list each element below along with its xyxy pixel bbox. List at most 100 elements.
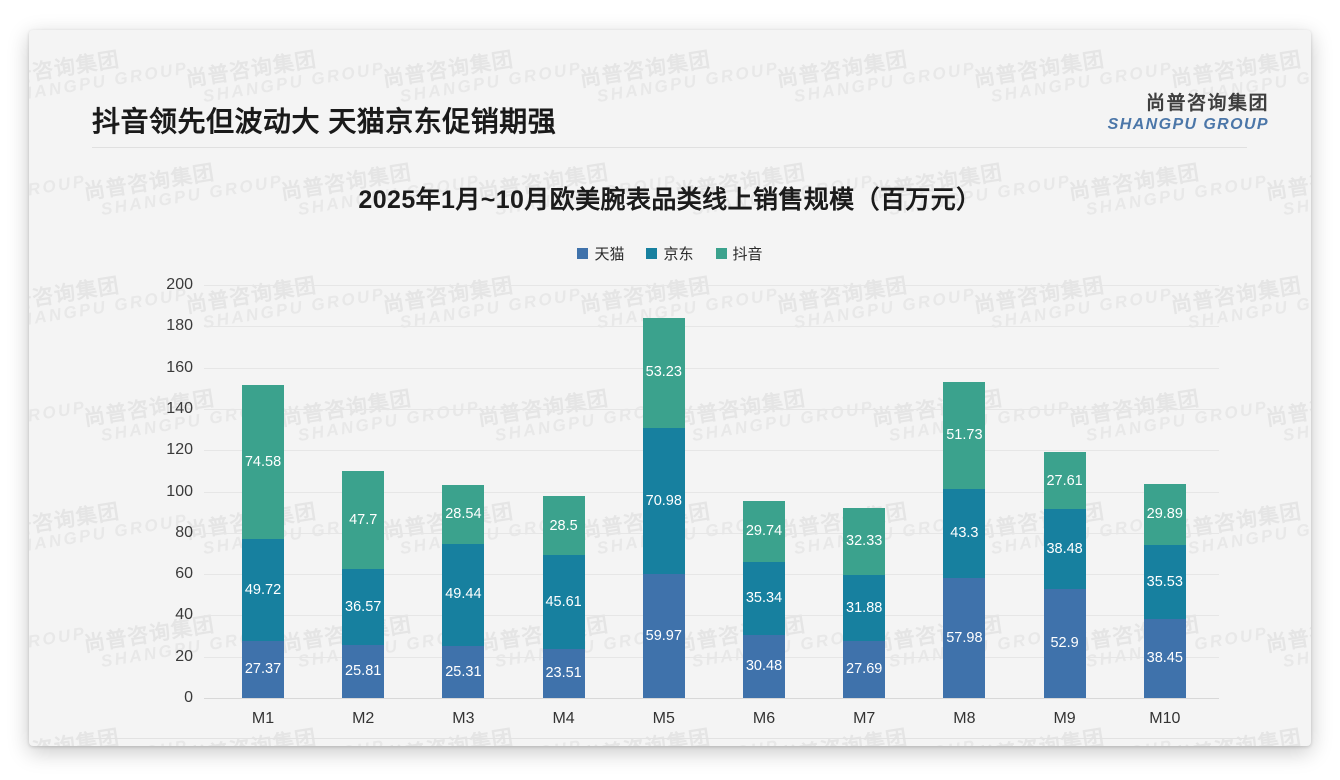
watermark-text-en: SHANGPU GROUP	[29, 623, 88, 671]
bar-group-M2[interactable]: 25.81 36.57 47.7 M2	[342, 470, 385, 727]
slide-header: 抖音领先但波动大 天猫京东促销期强 尚普咨询集团 SHANGPU GROUP	[29, 30, 1311, 137]
bar-group-M6[interactable]: 30.48 35.34 29.74 M6	[743, 500, 785, 727]
bar-value-label: 57.98	[946, 629, 983, 646]
bar-group-M9[interactable]: 52.9 38.48 27.61 M9	[1043, 452, 1086, 727]
bar-segment-天猫[interactable]: 27.37	[242, 641, 284, 698]
slide-card: 尚普咨询集团 SHANGPU GROUP 尚普咨询集团 SHANGPU GROUP 尚普…	[29, 30, 1311, 746]
brand-logo-en: SHANGPU GROUP	[1107, 116, 1269, 133]
chart-title: 2025年1月~10月欧美腕表品类线上销售规模（百万元）	[358, 186, 982, 214]
legend-label: 京东	[663, 246, 694, 263]
y-axis-tick-label: 100	[166, 482, 193, 500]
bar-segment-天猫[interactable]: 27.69	[843, 640, 886, 698]
legend-swatch-icon	[715, 248, 727, 259]
bar-value-label: 51.73	[946, 427, 983, 444]
gridline: 60	[175, 565, 1219, 582]
bar-segment-京东[interactable]: 35.53	[1143, 545, 1186, 619]
bar-group-M3[interactable]: 25.31 49.44 28.54 M3	[442, 484, 485, 727]
bar-group-M7[interactable]: 27.69 31.88 32.33 M7	[843, 508, 886, 727]
bar-value-label: 25.31	[445, 663, 482, 680]
legend-item-京东[interactable]: 京东	[646, 243, 694, 264]
bar-value-label: 29.89	[1146, 506, 1183, 523]
bar-segment-抖音[interactable]: 29.74	[743, 500, 785, 563]
bar-segment-抖音[interactable]: 32.33	[843, 508, 886, 575]
bar-segment-京东[interactable]: 35.34	[743, 562, 785, 636]
bar-segment-京东[interactable]: 31.88	[843, 575, 886, 641]
watermark-text-cn: 尚普咨询集团	[29, 274, 122, 318]
watermark-text-en: SHANGPU GROUP	[1281, 397, 1311, 446]
bar-segment-京东[interactable]: 70.98	[642, 427, 685, 575]
watermark-text-cn: 尚普咨询集团	[29, 711, 187, 746]
bar-value-label: 25.81	[345, 663, 382, 680]
x-axis-tick-label: M8	[953, 710, 976, 727]
legend-item-抖音[interactable]: 抖音	[715, 243, 763, 264]
bar-value-label: 23.51	[545, 665, 582, 682]
bar-value-label: 38.45	[1146, 650, 1183, 667]
watermark-text-cn: 尚普咨询集团	[29, 500, 122, 544]
bar-segment-京东[interactable]: 49.72	[242, 538, 284, 642]
gridline: 180	[166, 317, 1219, 334]
bar-segment-天猫[interactable]: 30.48	[743, 635, 785, 698]
watermark-text-cn: 尚普咨询集团	[29, 598, 85, 659]
bar-segment-京东[interactable]: 36.57	[342, 569, 385, 645]
bar-value-label: 35.53	[1146, 573, 1183, 590]
x-axis-tick-label: M9	[1053, 710, 1076, 727]
bar-group-M4[interactable]: 23.51 45.61 28.5 M4	[542, 496, 585, 727]
y-axis-tick-label: 0	[184, 689, 193, 706]
bar-segment-天猫[interactable]: 52.9	[1043, 588, 1086, 698]
page-title: 抖音领先但波动大 天猫京东促销期强	[92, 106, 557, 137]
gridline: 160	[166, 359, 1219, 376]
bar-segment-天猫[interactable]: 38.45	[1143, 618, 1186, 698]
bar-value-label: 29.74	[745, 523, 783, 540]
watermark-text-en: SHANGPU GROUP	[29, 510, 190, 559]
bar-segment-天猫[interactable]: 59.97	[642, 574, 685, 698]
bar-segment-天猫[interactable]: 25.81	[342, 644, 385, 698]
bar-segment-抖音[interactable]: 28.54	[442, 484, 485, 544]
brand-logo-cn: 尚普咨询集团	[1145, 93, 1269, 114]
bar-segment-抖音[interactable]: 53.23	[642, 317, 685, 428]
gridline: 140	[166, 400, 1219, 417]
bar-segment-抖音[interactable]: 74.58	[242, 384, 284, 539]
bar-segment-京东[interactable]: 49.44	[442, 543, 485, 646]
x-axis-tick-label: M4	[552, 710, 575, 727]
bar-segment-天猫[interactable]: 23.51	[542, 649, 585, 698]
x-axis-tick-label: M7	[853, 710, 876, 727]
bar-segment-京东[interactable]: 38.48	[1043, 509, 1086, 589]
gridline: 100	[166, 483, 1219, 500]
watermark-text-en: SHANGPU GROUP	[1281, 623, 1311, 672]
bar-group-M1[interactable]: 27.37 49.72 74.58 M1	[242, 384, 284, 727]
y-axis-tick-label: 160	[166, 358, 193, 376]
bar-value-label: 31.88	[846, 599, 883, 616]
bar-group-M5[interactable]: 59.97 70.98 53.23 M5	[642, 317, 685, 727]
bar-value-label: 28.54	[445, 505, 482, 522]
legend-item-天猫[interactable]: 天猫	[577, 243, 624, 264]
bar-segment-抖音[interactable]: 51.73	[943, 382, 986, 489]
bar-segment-京东[interactable]: 45.61	[542, 555, 585, 650]
bar-group-M10[interactable]: 38.45 35.53 29.89 M10	[1143, 483, 1186, 727]
bar-segment-抖音[interactable]: 28.5	[542, 496, 585, 556]
y-axis-tick-label: 140	[166, 399, 193, 417]
gridline: 40	[175, 606, 1219, 623]
bar-group-M8[interactable]: 57.98 43.3 51.73 M8	[943, 382, 986, 727]
bar-segment-抖音[interactable]: 27.61	[1043, 452, 1086, 510]
bar-value-label: 27.61	[1046, 472, 1083, 489]
bar-segment-抖音[interactable]: 29.89	[1143, 483, 1186, 546]
bar-segment-天猫[interactable]: 25.31	[442, 645, 485, 698]
bar-segment-天猫[interactable]: 57.98	[943, 578, 986, 698]
footer-divider	[92, 738, 1247, 739]
header-divider	[92, 147, 1247, 148]
bar-segment-京东[interactable]: 43.3	[943, 488, 986, 579]
watermark-text-cn: 尚普咨询集团	[1264, 387, 1311, 431]
gridline: 20	[175, 648, 1219, 665]
bar-value-label: 70.98	[645, 492, 682, 509]
x-axis-tick-label: M5	[652, 710, 675, 727]
gridline: 120	[166, 441, 1219, 458]
x-axis-tick-label: M10	[1149, 710, 1181, 727]
watermark-text-cn: 尚普咨询集团	[29, 372, 85, 433]
y-axis-tick-label: 180	[166, 317, 193, 335]
bar-value-label: 47.7	[349, 511, 378, 528]
bar-segment-抖音[interactable]: 47.7	[342, 470, 385, 570]
chart-plot-area: 200 180 160 140 120 100 80 60 40 20 0 27.37 49.72 74…	[166, 276, 1219, 727]
